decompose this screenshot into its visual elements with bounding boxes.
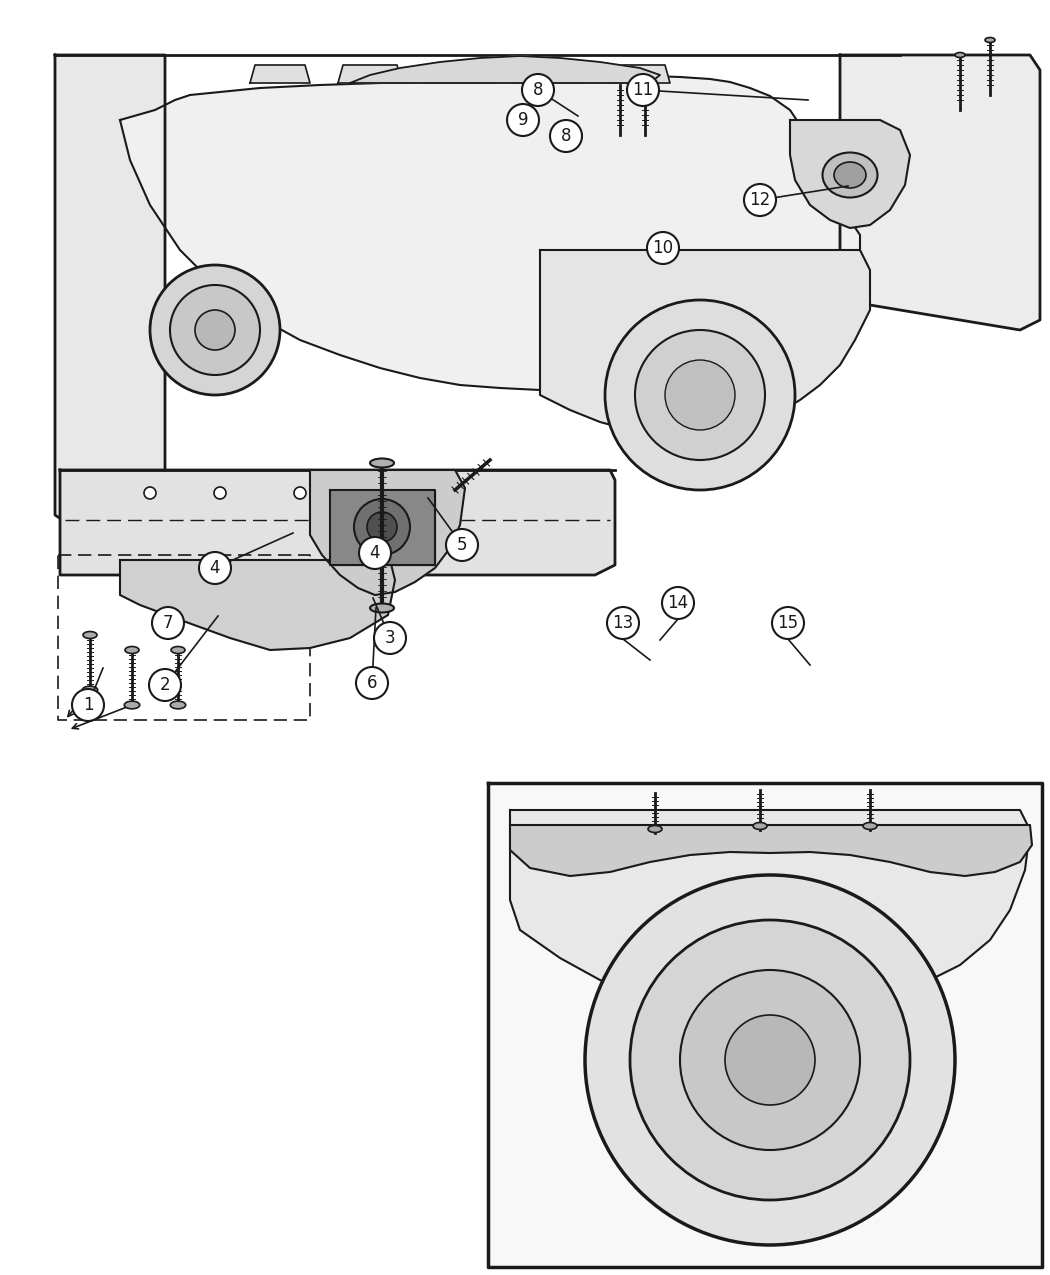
Polygon shape [428,65,492,83]
Polygon shape [488,783,1042,1267]
Circle shape [635,330,765,460]
Circle shape [170,286,260,375]
Ellipse shape [834,162,866,187]
Text: 13: 13 [612,615,633,632]
Circle shape [149,669,181,701]
Polygon shape [120,560,395,650]
Circle shape [662,586,694,618]
Polygon shape [330,490,435,565]
Polygon shape [510,825,1032,876]
Polygon shape [790,120,910,228]
Text: 15: 15 [777,615,799,632]
Ellipse shape [83,631,97,639]
Circle shape [152,607,184,639]
Circle shape [359,537,391,569]
Ellipse shape [985,37,995,42]
Circle shape [772,607,804,639]
Ellipse shape [170,701,186,709]
Circle shape [446,529,478,561]
Circle shape [144,487,156,499]
Polygon shape [610,65,670,83]
Ellipse shape [125,646,139,654]
Circle shape [585,875,956,1244]
Circle shape [200,552,231,584]
Ellipse shape [822,153,878,198]
Circle shape [195,310,235,351]
Ellipse shape [82,686,98,694]
Polygon shape [350,56,660,83]
Text: 4: 4 [370,544,380,562]
Circle shape [368,513,397,542]
Text: 6: 6 [366,674,377,692]
Ellipse shape [171,646,185,654]
Ellipse shape [370,459,394,468]
Polygon shape [60,470,615,575]
Polygon shape [518,65,582,83]
Circle shape [605,300,795,490]
Text: 9: 9 [518,111,528,129]
Text: 14: 14 [668,594,689,612]
Ellipse shape [753,822,766,830]
Circle shape [744,184,776,215]
Ellipse shape [648,825,662,833]
Polygon shape [120,76,860,393]
Circle shape [354,499,410,555]
Polygon shape [510,810,1030,1012]
Text: 4: 4 [210,558,220,578]
Ellipse shape [370,603,394,612]
Ellipse shape [124,701,140,709]
Text: 2: 2 [160,676,170,694]
Polygon shape [540,250,870,436]
Text: 10: 10 [652,238,673,258]
Circle shape [374,622,406,654]
Circle shape [647,232,679,264]
Circle shape [522,74,554,106]
Circle shape [724,1015,815,1105]
Polygon shape [840,55,1040,330]
Polygon shape [250,65,310,83]
Ellipse shape [863,822,877,830]
Circle shape [607,607,639,639]
Polygon shape [310,470,465,595]
Text: 5: 5 [457,536,467,555]
Circle shape [627,74,659,106]
Text: 3: 3 [384,629,395,646]
Polygon shape [55,55,165,530]
Circle shape [294,487,306,499]
Circle shape [356,667,388,699]
Circle shape [550,120,582,152]
Text: 12: 12 [750,191,771,209]
Circle shape [680,970,860,1150]
Polygon shape [338,65,402,83]
Text: 11: 11 [632,82,653,99]
Text: 1: 1 [83,696,93,714]
Text: 8: 8 [561,128,571,145]
Circle shape [665,360,735,430]
Circle shape [214,487,226,499]
Ellipse shape [956,52,965,57]
Circle shape [150,265,280,395]
Circle shape [630,921,910,1200]
Circle shape [507,105,539,136]
Circle shape [72,688,104,720]
Text: 7: 7 [163,615,173,632]
Text: 8: 8 [532,82,543,99]
